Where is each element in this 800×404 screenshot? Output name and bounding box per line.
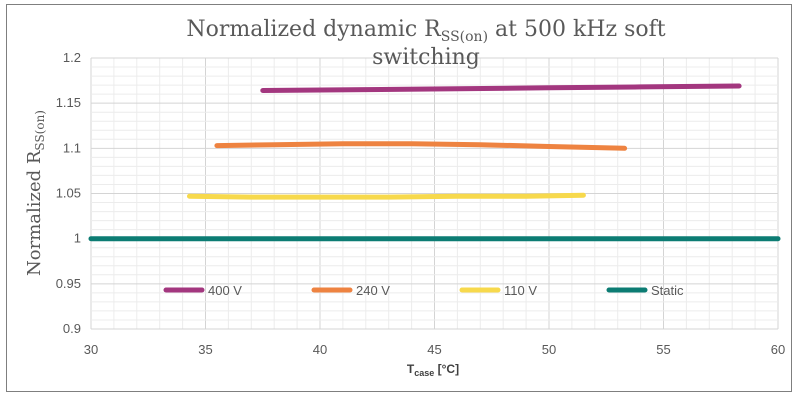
x-tick-label: 60 — [771, 342, 785, 357]
legend-label-240-v: 240 V — [356, 283, 390, 298]
y-tick-label: 1.2 — [63, 50, 81, 65]
chart-title-prefix: Normalized dynamic R — [186, 17, 442, 42]
chart-title-subscript: SS(on) — [441, 29, 488, 45]
y-tick-label: 0.95 — [56, 276, 81, 291]
x-axis-label-prefix: T — [407, 362, 415, 376]
legend-label-110-v: 110 V — [504, 283, 537, 298]
chart-title-suffix: at 500 kHz soft — [488, 17, 666, 42]
x-tick-label: 40 — [313, 342, 327, 357]
x-tick-label: 55 — [656, 342, 670, 357]
series-layer — [88, 83, 781, 242]
y-tick-label: 1 — [74, 231, 81, 246]
x-axis-label-suffix: [°C] — [434, 362, 459, 376]
legend-label-static: Static — [651, 283, 684, 298]
x-tick-label: 45 — [427, 342, 441, 357]
y-axis-ticks: 0.9 0.95 1 1.05 1.1 1.15 1.2 — [56, 50, 81, 336]
y-axis-label: Normalized RSS(on) — [24, 110, 47, 276]
x-axis-label: Tcase [°C] — [407, 362, 459, 378]
y-axis-label-subscript: SS(on) — [33, 110, 47, 151]
y-tick-label: 0.9 — [63, 321, 81, 336]
series-line-110-v — [187, 192, 586, 200]
legend-label-400-v: 400 V — [208, 283, 242, 298]
chart-title-line2: switching — [372, 45, 480, 70]
y-tick-label: 1.15 — [56, 95, 81, 110]
y-tick-label: 1.05 — [56, 186, 81, 201]
x-tick-label: 35 — [198, 342, 212, 357]
y-axis-label-prefix: Normalized R — [24, 150, 45, 276]
x-axis-ticks: 30 35 40 45 50 55 60 — [84, 342, 785, 357]
y-tick-label: 1.1 — [63, 140, 81, 155]
series-line-240-v — [214, 141, 628, 151]
x-axis-label-subscript: case — [414, 368, 434, 378]
x-tick-label: 50 — [542, 342, 556, 357]
x-tick-label: 30 — [84, 342, 98, 357]
legend: 400 V 240 V 110 V Static — [163, 283, 684, 298]
chart-title-line1: Normalized dynamic RSS(on) at 500 kHz so… — [186, 17, 665, 45]
series-line-400-v — [260, 83, 742, 93]
grid — [90, 57, 779, 330]
